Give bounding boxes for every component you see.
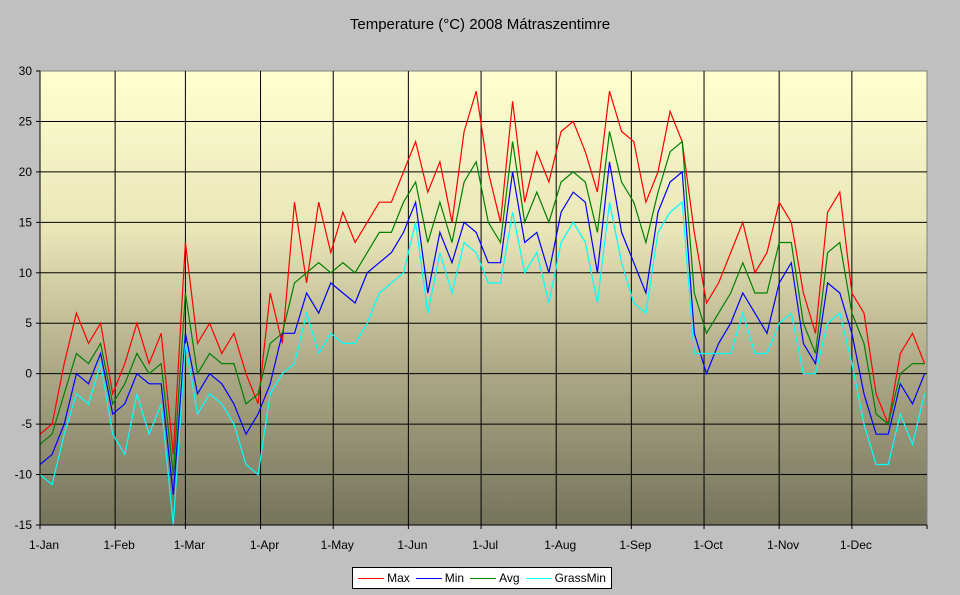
grid-lines <box>40 71 927 525</box>
x-tick-label: 1-Jan <box>29 538 59 552</box>
x-tick-label: 1-Mar <box>174 538 205 552</box>
y-tick-label: 25 <box>19 114 33 128</box>
x-tick-label: 1-May <box>321 538 354 552</box>
legend-item-min: Min <box>415 571 465 585</box>
x-tick-label: 1-Aug <box>544 538 576 552</box>
y-tick-label: -15 <box>15 518 33 532</box>
x-tick-label: 1-Feb <box>103 538 135 552</box>
y-tick-label: -10 <box>15 468 33 482</box>
legend-label-grassmin: GrassMin <box>554 571 606 585</box>
legend-swatch-grassmin <box>525 577 552 579</box>
y-tick-label: -5 <box>21 417 32 431</box>
x-tick-label: 1-Dec <box>840 538 872 552</box>
series-layer <box>39 91 926 526</box>
y-tick-label: 20 <box>19 165 33 179</box>
x-tick-label: 1-Nov <box>767 538 799 552</box>
series-line-max <box>39 91 926 455</box>
y-tick-label: 5 <box>25 316 32 330</box>
x-tick-label: 1-Oct <box>693 538 723 552</box>
legend-label-max: Max <box>387 571 410 585</box>
legend-swatch-avg <box>470 577 497 579</box>
series-line-min <box>39 161 926 495</box>
y-tick-label: 30 <box>19 64 33 78</box>
axes <box>36 70 928 529</box>
x-tick-label: 1-Sep <box>619 538 651 552</box>
y-tick-label: 10 <box>19 266 33 280</box>
legend-item-avg: Avg <box>470 571 520 585</box>
y-tick-label: 15 <box>19 215 33 229</box>
legend-swatch-max <box>358 577 385 579</box>
y-tick-label: 0 <box>25 367 32 381</box>
legend-label-avg: Avg <box>499 571 520 585</box>
series-line-grassmin <box>39 201 926 526</box>
legend-item-max: Max <box>358 571 410 585</box>
tick-labels: 30 25 20 15 10 5 0 -5 -10 -15 1-Jan 1-Feb 1-Mar 1-Apr… <box>15 64 872 552</box>
legend-item-grassmin: GrassMin <box>525 571 606 585</box>
x-tick-label: 1-Apr <box>250 538 279 552</box>
x-tick-label: 1-Jun <box>397 538 427 552</box>
legend-swatch-min <box>415 577 442 579</box>
chart-title: Temperature (°C) 2008 Mátraszentimre <box>349 16 611 33</box>
series-line-avg <box>39 131 925 475</box>
legend: Max Min Avg GrassMin <box>352 567 612 589</box>
legend-label-min: Min <box>444 571 465 585</box>
x-tick-label: 1-Jul <box>472 538 498 552</box>
